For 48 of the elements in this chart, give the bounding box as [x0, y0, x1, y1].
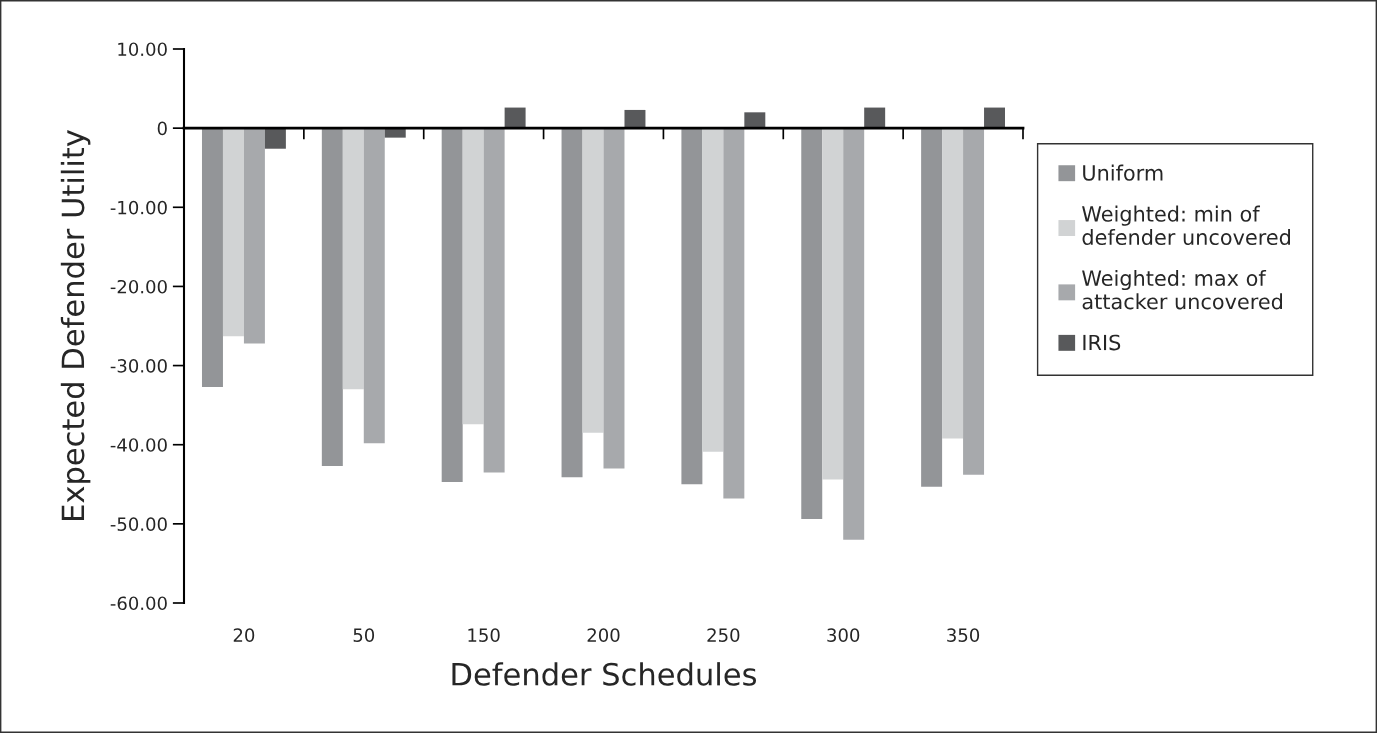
y-tick-label: 0: [157, 121, 167, 136]
bar: [363, 128, 385, 444]
x-axis-title: Defender Schedules: [452, 662, 757, 686]
bar: [942, 128, 964, 439]
legend-label: Weighted: min of defender uncovered: [1082, 205, 1290, 246]
y-tick-label: -60.00: [110, 596, 167, 611]
y-tick-label: -50.00: [110, 517, 167, 531]
bar: [243, 128, 265, 344]
y-tick-label: 10.00: [118, 42, 167, 57]
bar: [822, 128, 844, 480]
y-axis-title: Expected Defender Utility: [60, 129, 91, 520]
y-tick-label: -40.00: [110, 438, 167, 452]
bar: [744, 112, 766, 129]
x-tick-label: 200: [587, 628, 620, 642]
bar: [723, 128, 745, 499]
bar: [921, 128, 943, 487]
y-tick-label: -30.00: [110, 359, 167, 373]
legend-label: IRIS: [1083, 334, 1121, 351]
x-tick-label: 350: [947, 628, 980, 642]
bar: [603, 128, 625, 469]
bar: [342, 128, 364, 390]
y-tick-label: -20.00: [110, 279, 167, 294]
bar: [702, 128, 724, 452]
x-tick-label: 300: [827, 628, 860, 642]
bar: [681, 128, 703, 485]
x-tick-label: 150: [468, 628, 500, 642]
bar: [801, 128, 823, 520]
legend-label: Uniform: [1083, 164, 1163, 181]
bar: [201, 128, 223, 387]
bar: [582, 128, 604, 433]
bar: [963, 128, 985, 475]
bar: [462, 128, 484, 425]
y-tick-label: -10.00: [110, 200, 167, 215]
bar: [483, 128, 505, 473]
bar: [561, 128, 583, 478]
bar: [222, 128, 244, 337]
x-tick-label: 20: [233, 628, 255, 642]
legend-label: Weighted: max of attacker uncovered: [1082, 269, 1282, 310]
bar: [441, 128, 463, 482]
bar: [984, 107, 1006, 129]
x-tick-label: 250: [707, 628, 740, 642]
bar: [321, 128, 343, 467]
bar: [624, 109, 646, 129]
bar: [504, 107, 526, 129]
bar: [264, 128, 286, 149]
x-tick-label: 50: [353, 628, 375, 642]
bar: [843, 128, 865, 540]
bar: [864, 107, 886, 129]
